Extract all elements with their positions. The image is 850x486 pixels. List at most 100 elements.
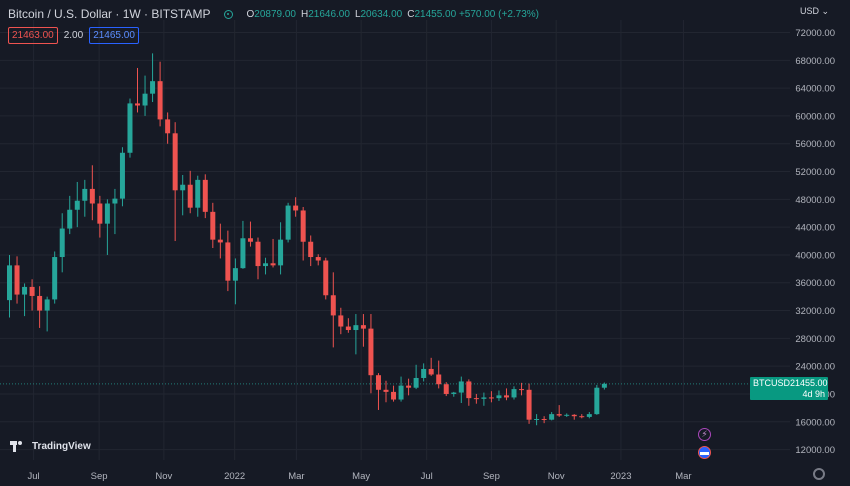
us-flag-icon[interactable] <box>698 446 711 459</box>
price-tick-label: 48000.00 <box>795 195 835 206</box>
price-tick-label: 44000.00 <box>795 223 835 234</box>
candle <box>451 391 457 397</box>
candle <box>240 220 246 269</box>
candle-body <box>97 203 103 224</box>
time-tick-label: Sep <box>91 471 108 482</box>
time-tick-label: 2022 <box>224 471 245 482</box>
market-status-icon[interactable] <box>224 9 234 19</box>
price-tick-label: 64000.00 <box>795 84 835 95</box>
candles <box>7 53 607 426</box>
candle <box>338 307 344 335</box>
price-tick-label: 16000.00 <box>795 417 835 428</box>
candle-body <box>571 414 577 417</box>
candle-body <box>323 260 329 296</box>
candle-body <box>436 374 442 385</box>
price-tick-label: 28000.00 <box>795 334 835 345</box>
candle-body <box>391 391 397 400</box>
candle <box>398 376 404 402</box>
candle <box>187 170 193 214</box>
candle <box>14 256 20 304</box>
candle <box>29 279 35 311</box>
candle <box>473 393 479 404</box>
tradingview-logo[interactable]: TradingView <box>10 441 91 452</box>
candle-body <box>368 328 374 376</box>
settings-gear-icon[interactable] <box>813 468 825 480</box>
candle-body <box>526 389 532 420</box>
candle-body <box>579 416 585 418</box>
time-tick-label: Nov <box>155 471 172 482</box>
candle <box>217 223 223 259</box>
candle-body <box>127 103 133 153</box>
candle <box>67 195 73 235</box>
candle-body <box>308 241 314 258</box>
candle-body <box>549 414 555 420</box>
candle <box>210 202 216 248</box>
candle-body <box>7 265 12 301</box>
candle <box>247 221 253 247</box>
ohlc-key: L <box>354 8 361 20</box>
tradingview-wordmark: TradingView <box>32 441 91 452</box>
candle-body <box>451 392 457 394</box>
sell-button[interactable]: 21463.00 <box>8 27 58 44</box>
candle-body <box>285 205 291 240</box>
time-tick-label: Nov <box>548 471 565 482</box>
candle <box>74 181 80 228</box>
candle <box>285 202 291 243</box>
candle <box>503 388 509 401</box>
candle-body <box>119 152 125 199</box>
time-axis[interactable]: Jul Sep Nov 2022 Mar May Jul Sep Nov 2023 Mar <box>28 471 692 482</box>
price-tag-price: 21455.00 <box>790 378 828 388</box>
candle <box>157 61 163 127</box>
price-tick-label: 36000.00 <box>795 278 835 289</box>
candle <box>270 238 276 268</box>
candle-body <box>594 387 600 415</box>
candle <box>59 213 65 273</box>
candle <box>195 175 201 217</box>
candle <box>135 67 141 113</box>
trade-panel: 21463.00 2.00 21465.00 <box>8 27 139 44</box>
candle-body <box>519 389 525 391</box>
ohlc-key: H <box>300 8 309 20</box>
candle-body <box>180 184 186 191</box>
candle <box>232 258 238 305</box>
candle <box>526 383 532 424</box>
candle <box>564 413 570 417</box>
candle <box>481 392 487 406</box>
price-tick-label: 68000.00 <box>795 56 835 67</box>
candle-body <box>74 200 80 210</box>
candle <box>488 391 494 403</box>
price-tick-label: 60000.00 <box>795 111 835 122</box>
candle-body <box>44 299 50 311</box>
candle <box>202 174 208 219</box>
candle-body <box>421 368 427 378</box>
candle <box>353 314 359 355</box>
candle-body <box>383 389 389 392</box>
currency-selector[interactable]: USD ⌄ <box>800 6 829 17</box>
candle <box>82 179 88 217</box>
candle-body <box>293 205 299 211</box>
time-tick-label: Sep <box>483 471 500 482</box>
buy-button[interactable]: 21465.00 <box>89 27 139 44</box>
candle-body <box>270 263 276 266</box>
candle-body <box>338 315 344 327</box>
lightning-icon[interactable]: ⚡ <box>698 428 711 441</box>
candle <box>458 376 464 404</box>
candle-body <box>315 257 321 261</box>
candle <box>594 384 600 415</box>
candle <box>255 237 261 280</box>
candle-body <box>428 368 434 375</box>
candle <box>165 112 171 144</box>
ohlc-value: 20634.00 <box>360 8 403 20</box>
candle <box>104 199 110 255</box>
candle <box>511 386 517 400</box>
candle-body <box>255 241 261 267</box>
candle-body <box>556 414 562 416</box>
price-tick-label: 72000.00 <box>795 28 835 39</box>
price-tick-label: 24000.00 <box>795 362 835 373</box>
candle <box>7 254 12 318</box>
symbol-title[interactable]: Bitcoin / U.S. Dollar · 1W · BITSTAMP <box>8 7 211 21</box>
ohlc-key: C <box>407 8 415 20</box>
candle-body <box>601 383 607 388</box>
time-tick-label: Jul <box>28 471 40 482</box>
